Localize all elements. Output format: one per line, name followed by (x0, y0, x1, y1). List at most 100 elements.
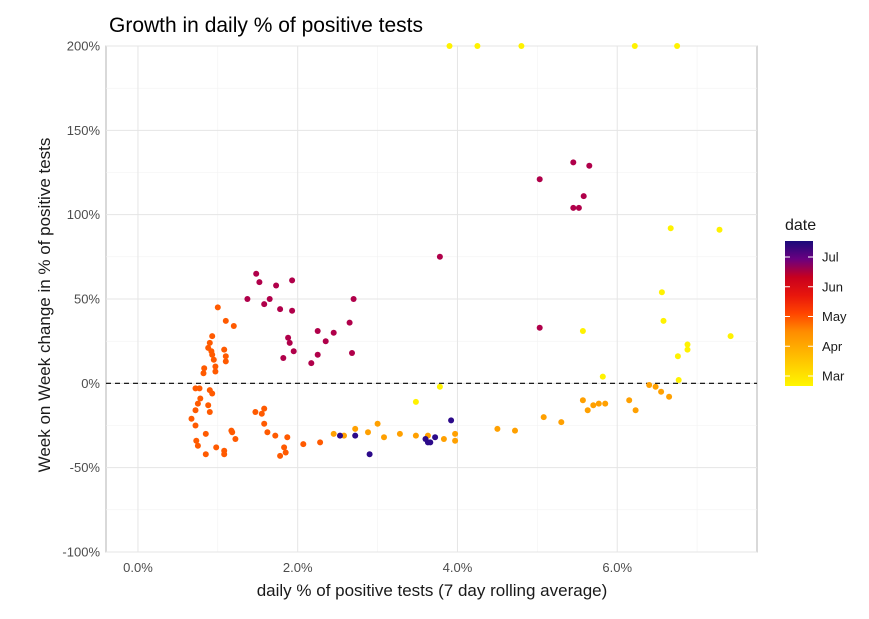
data-point (206, 339, 213, 346)
data-point (352, 425, 359, 432)
data-point (201, 365, 208, 372)
data-point (244, 296, 251, 302)
data-point (277, 452, 284, 459)
data-point (632, 407, 639, 414)
data-point (602, 400, 609, 407)
data-point (452, 437, 459, 444)
data-point (352, 432, 359, 439)
data-point (412, 432, 419, 439)
y-tick-label: 150% (67, 123, 101, 138)
data-point (346, 319, 353, 326)
data-point (261, 405, 268, 412)
legend-title: date (785, 217, 816, 234)
data-point (626, 397, 633, 404)
data-point (289, 277, 296, 284)
data-point (206, 409, 213, 415)
data-point (273, 282, 280, 289)
x-tick-label: 0.0% (123, 560, 153, 575)
data-point (222, 317, 229, 324)
data-point (228, 427, 235, 434)
data-point (314, 328, 321, 334)
data-point (212, 368, 219, 375)
data-point (230, 323, 237, 329)
data-points (188, 43, 734, 459)
data-point (727, 333, 734, 340)
data-point (674, 43, 681, 49)
y-tick-label: 50% (74, 292, 100, 307)
data-point (194, 442, 201, 449)
data-point (684, 341, 691, 348)
data-point (210, 356, 217, 363)
data-point (366, 451, 373, 458)
data-point (212, 363, 219, 370)
data-point (261, 301, 268, 308)
data-point (284, 434, 291, 441)
data-point (684, 346, 691, 353)
data-point (599, 373, 606, 380)
data-point (200, 370, 207, 377)
data-point (579, 328, 586, 334)
data-point (667, 225, 674, 232)
legend-label: May (822, 309, 847, 324)
data-point (536, 176, 543, 183)
data-point (518, 43, 525, 49)
data-point (197, 395, 204, 402)
data-point (222, 353, 229, 360)
data-point (440, 436, 447, 442)
data-point (716, 226, 723, 233)
data-point (282, 449, 289, 456)
data-point (512, 427, 518, 434)
y-axis-ticks: -100% -50% 0% 50% 100% 150% 200% (62, 39, 100, 560)
data-point (365, 429, 371, 436)
data-point (266, 296, 273, 302)
data-point (427, 439, 434, 446)
data-point (192, 407, 199, 414)
data-point (272, 432, 279, 439)
data-point (580, 193, 587, 200)
legend-color-bar (785, 241, 813, 386)
data-point (222, 358, 229, 365)
data-point (285, 334, 292, 341)
data-point (314, 351, 321, 358)
data-point (289, 307, 296, 314)
data-point (256, 279, 263, 286)
data-point (290, 348, 297, 355)
data-point (584, 407, 591, 414)
y-tick-label: 100% (67, 207, 101, 222)
data-point (349, 350, 355, 356)
y-tick-label: 0% (81, 376, 100, 391)
data-point (258, 410, 265, 417)
legend-label: Jul (822, 250, 839, 265)
data-point (206, 387, 213, 394)
data-point (213, 444, 220, 451)
data-point (570, 204, 577, 211)
data-point (277, 306, 284, 313)
y-tick-label: -50% (70, 460, 101, 475)
data-point (188, 415, 195, 422)
data-point (646, 382, 653, 388)
legend-label: Mar (822, 369, 845, 384)
data-point (317, 439, 324, 446)
x-tick-label: 4.0% (443, 560, 473, 575)
data-point (221, 451, 228, 458)
data-point (658, 289, 665, 296)
data-point (652, 383, 659, 390)
data-point (570, 159, 577, 166)
data-point (330, 329, 337, 336)
data-point (209, 333, 216, 340)
data-point (396, 430, 403, 437)
y-tick-label: -100% (62, 545, 100, 560)
data-point (252, 409, 259, 415)
x-tick-label: 2.0% (283, 560, 313, 575)
legend-label: Apr (822, 339, 843, 354)
data-point (214, 304, 221, 311)
x-axis-label: daily % of positive tests (7 day rolling… (257, 581, 608, 600)
data-point (674, 353, 681, 360)
data-point (474, 43, 481, 49)
x-tick-label: 6.0% (602, 560, 632, 575)
data-point (412, 398, 419, 405)
data-point (286, 339, 293, 346)
data-point (264, 429, 271, 436)
data-point (436, 253, 443, 260)
